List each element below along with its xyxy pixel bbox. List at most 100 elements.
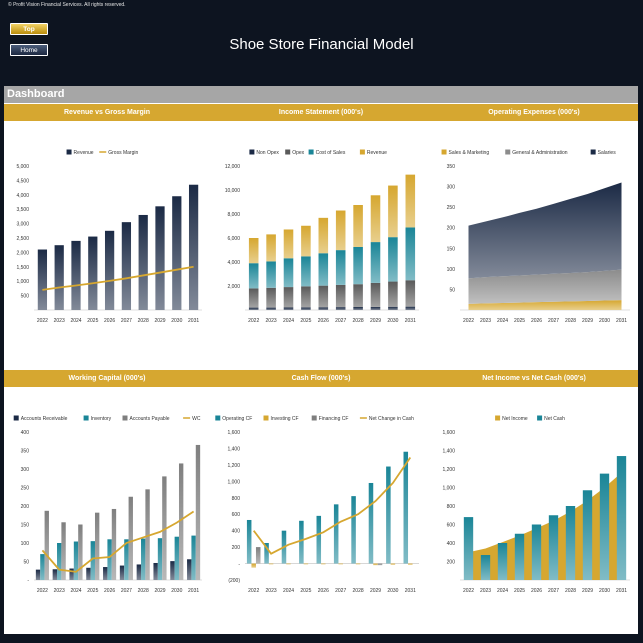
y-tick-label: 300 <box>447 185 456 191</box>
bar-opex <box>353 284 363 307</box>
revenue-gm-chart: Revenue Gross Margin 500 1,000 1,500 2,000 2,5… <box>16 149 202 324</box>
y-tick-label: 400 <box>447 541 456 547</box>
bar-revenue <box>283 229 294 259</box>
x-tick-label: 2025 <box>300 318 311 324</box>
x-tick-label: 2031 <box>188 318 199 324</box>
x-tick-label: 2030 <box>387 318 398 324</box>
legend-swatch <box>249 149 255 155</box>
bar-revenue <box>54 245 64 310</box>
bar-accounts-payable <box>195 444 201 580</box>
line-wc <box>41 510 195 573</box>
y-tick-label: 4,000 <box>16 193 29 199</box>
y-tick-label: 200 <box>232 545 241 551</box>
x-tick-label: 2023 <box>54 318 65 324</box>
bar-investing-cf <box>286 563 291 565</box>
dashboard-header: Dashboard <box>4 86 638 103</box>
y-tick-label: 150 <box>447 246 456 252</box>
chart-title-income-statement: Income Statement (000's) <box>278 109 364 116</box>
x-tick-label: 2028 <box>565 588 576 594</box>
x-tick-label: 2031 <box>616 318 627 324</box>
y-tick-label: 100 <box>21 541 30 547</box>
bar-opex <box>335 284 346 308</box>
legend-label: General & Administration <box>512 150 568 156</box>
legend-label: Operating CF <box>222 416 252 422</box>
x-tick-label: 2023 <box>266 318 277 324</box>
x-tick-label: 2030 <box>599 318 610 324</box>
net-income-cash-chart: Net Income Net Cash 200 400 600 800 1,000 1,200… <box>442 415 630 594</box>
x-tick-label: 2031 <box>405 588 416 594</box>
bar-investing-cf <box>373 563 378 566</box>
y-tick-label: 2,000 <box>16 250 29 256</box>
bar-opex <box>248 288 259 308</box>
x-tick-label: 2028 <box>353 588 364 594</box>
legend-swatch <box>359 149 365 155</box>
x-tick-label: 2022 <box>37 588 48 594</box>
bar-non-opex <box>388 306 398 310</box>
bar-accounts-payable <box>128 496 133 580</box>
y-tick-label: 10,000 <box>225 188 241 194</box>
bar-net-cash <box>565 506 576 580</box>
bar-non-opex <box>301 307 311 310</box>
x-tick-label: 2024 <box>283 318 294 324</box>
bar-operating-cf <box>368 482 374 564</box>
top-button[interactable]: Top <box>10 23 48 35</box>
bar-revenue <box>405 174 416 228</box>
legend-swatch <box>122 415 128 421</box>
line-net-change-in-cash <box>252 456 412 555</box>
bar-cost-of-sales <box>388 237 398 282</box>
y-tick-label: 800 <box>232 496 241 502</box>
legend-swatch <box>215 415 221 421</box>
bar-operating-cf <box>316 515 322 564</box>
y-tick-label: 400 <box>21 430 30 436</box>
bar-accounts-receivable <box>170 561 175 580</box>
x-tick-label: 2027 <box>335 318 346 324</box>
y-tick-label: 3,000 <box>16 222 29 228</box>
bar-cost-of-sales <box>266 261 276 288</box>
bar-inventory <box>107 539 112 580</box>
legend-label: Gross Margin <box>108 150 138 156</box>
bar-revenue <box>266 234 276 262</box>
legend-swatch <box>285 149 291 155</box>
legend-swatch <box>263 415 269 421</box>
y-tick-label: 1,600 <box>442 430 455 436</box>
legend-label: Accounts Payable <box>130 416 170 422</box>
legend-label: Sales & Marketing <box>449 150 490 156</box>
legend-swatch <box>83 415 89 421</box>
chart-title-operating-expenses: Operating Expenses (000's) <box>488 109 580 116</box>
x-tick-label: 2027 <box>335 588 346 594</box>
home-button[interactable]: Home <box>10 44 48 56</box>
area-series-salaries <box>468 182 622 279</box>
y-tick-label: 2,500 <box>16 236 29 242</box>
y-tick-label: 100 <box>447 267 456 273</box>
legend-label: Investing CF <box>271 416 299 422</box>
bar-investing-cf <box>408 563 413 565</box>
bar-revenue <box>353 205 363 247</box>
x-tick-label: 2030 <box>387 588 398 594</box>
bar-operating-cf <box>299 520 304 564</box>
copyright-text: © Profit Vision Financial Services. All … <box>8 2 126 8</box>
bar-operating-cf <box>246 519 252 564</box>
bar-operating-cf <box>386 466 391 564</box>
bar-opex <box>301 286 311 308</box>
y-tick-label: 600 <box>447 523 456 529</box>
legend-label: Accounts Receivable <box>21 416 68 422</box>
legend-label: WC <box>192 416 201 422</box>
y-tick-label: 1,400 <box>442 449 455 455</box>
legend-swatch <box>537 415 543 421</box>
bar-non-opex <box>370 306 381 310</box>
y-tick-label: 1,500 <box>16 265 29 271</box>
y-tick-label: 50 <box>23 560 29 566</box>
bar-investing-cf <box>355 563 361 565</box>
bar-accounts-receivable <box>52 569 58 580</box>
legend-label: Cost of Sales <box>316 150 346 156</box>
bar-revenue <box>104 230 115 310</box>
y-tick-label: (200) <box>228 578 240 584</box>
bar-opex <box>388 281 398 307</box>
bar-revenue <box>335 210 346 251</box>
footer-strip <box>4 634 638 639</box>
bar-cost-of-sales <box>318 253 329 286</box>
bar-net-cash <box>480 555 491 580</box>
legend-swatch <box>590 149 596 155</box>
y-tick-label: 200 <box>447 226 456 232</box>
bar-revenue <box>37 249 48 310</box>
